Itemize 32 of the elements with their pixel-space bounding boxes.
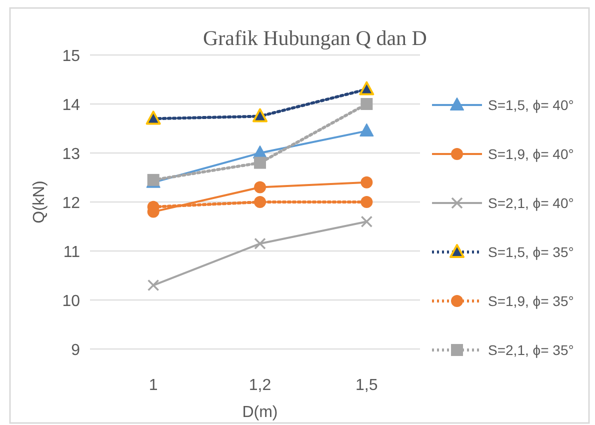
x-tick-label: 1,2 [248, 377, 272, 394]
point [360, 196, 373, 208]
y-tick-label: 10 [62, 293, 80, 310]
y-tick-label: 9 [71, 342, 80, 359]
point [360, 216, 373, 228]
point [254, 181, 266, 194]
point [147, 279, 160, 292]
legend-label: S=2,1, ϕ= 40° [488, 195, 574, 211]
y-tick-label: 15 [62, 48, 80, 65]
point [146, 110, 161, 125]
y-tick-label: 12 [62, 195, 80, 212]
point [254, 156, 266, 169]
x-axis-title: D(m) [242, 404, 278, 421]
legend-label: S=2,1, ϕ= 35° [488, 342, 574, 358]
y-tick-label: 11 [63, 244, 80, 261]
legend-label: S=1,5, ϕ= 35° [488, 244, 574, 260]
x-tick-label: 1 [148, 377, 158, 394]
point [359, 81, 374, 96]
y-tick-label: 13 [62, 146, 80, 163]
legend-label: S=1,5, ϕ= 40° [488, 97, 574, 113]
point [254, 238, 266, 250]
point [252, 108, 268, 122]
legend-label: S=1,9, ϕ= 35° [488, 293, 574, 309]
legend-label: S=1,9, ϕ= 40° [488, 146, 574, 162]
point [360, 123, 374, 136]
point [254, 196, 266, 208]
point [360, 176, 373, 188]
y-axis-title: Q(kN) [31, 180, 48, 224]
point [360, 98, 373, 110]
chart-title: Grafik Hubungan Q dan D [203, 26, 427, 50]
x-tick-label: 1,5 [356, 377, 378, 394]
y-tick-label: 14 [62, 97, 80, 114]
